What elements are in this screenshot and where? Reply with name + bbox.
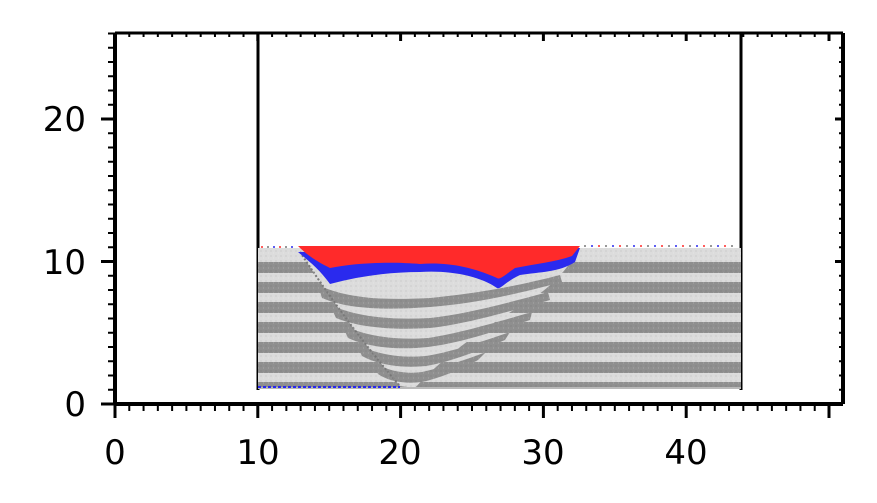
surface-particle xyxy=(717,245,719,247)
red-material xyxy=(298,246,580,279)
surface-particle xyxy=(267,246,269,248)
surface-particles xyxy=(261,245,733,248)
surface-particle xyxy=(696,245,698,247)
surface-particle xyxy=(605,245,607,247)
surface-particle xyxy=(703,245,705,247)
x-tick-label: 0 xyxy=(104,433,126,473)
surface-particle xyxy=(675,245,677,247)
surface-particle xyxy=(619,245,621,247)
surface-particle xyxy=(724,245,726,247)
surface-particle xyxy=(654,245,656,247)
surface-particle xyxy=(689,245,691,247)
surface-particle xyxy=(279,246,281,248)
surface-particle xyxy=(647,245,649,247)
surface-particle xyxy=(661,245,663,247)
x-tick-label: 40 xyxy=(664,433,707,473)
x-tick-labels: 0 10 20 30 40 xyxy=(104,433,707,473)
surface-particle xyxy=(598,245,600,247)
surface-particle xyxy=(731,245,733,247)
x-tick-label: 10 xyxy=(236,433,279,473)
surface-particle xyxy=(626,245,628,247)
surface-particle xyxy=(261,246,263,248)
surface-particle xyxy=(682,245,684,247)
surface-particle xyxy=(633,245,635,247)
x-axis-ticks xyxy=(113,33,831,418)
y-axis-ticks xyxy=(101,32,843,406)
surface-particle xyxy=(273,246,275,248)
surface-particle xyxy=(710,245,712,247)
surface-particle xyxy=(668,245,670,247)
y-tick-label: 10 xyxy=(43,243,86,283)
y-tick-label: 20 xyxy=(43,100,86,140)
y-tick-label: 0 xyxy=(64,385,86,425)
surface-particle xyxy=(291,246,293,248)
x-tick-label: 20 xyxy=(378,433,421,473)
y-tick-labels: 0 10 20 xyxy=(43,100,86,425)
x-tick-label: 30 xyxy=(521,433,564,473)
surface-particle xyxy=(640,245,642,247)
surface-particle xyxy=(612,245,614,247)
surface-particle xyxy=(591,245,593,247)
surface-particle xyxy=(584,245,586,247)
surface-particle xyxy=(285,246,287,248)
